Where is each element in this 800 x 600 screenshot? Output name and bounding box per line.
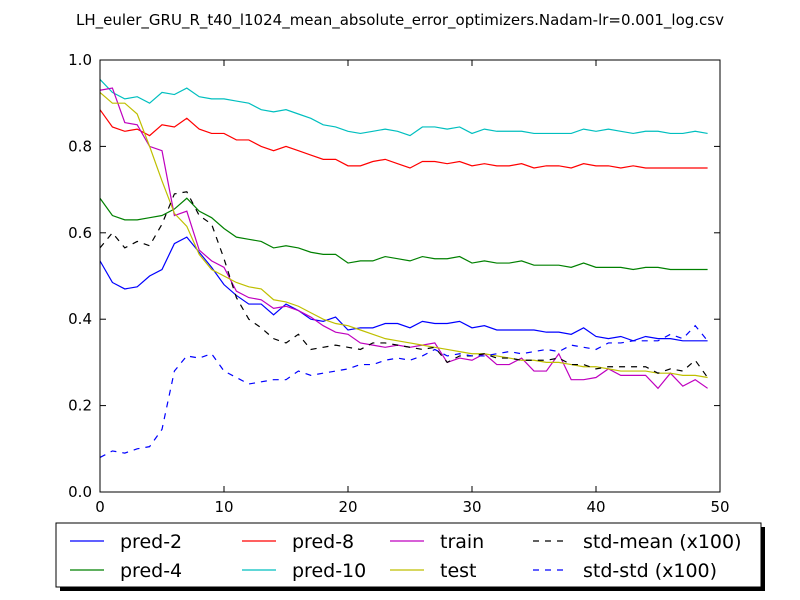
y-tick-label: 0.6	[68, 224, 92, 242]
x-tick-label: 20	[338, 498, 357, 516]
legend-label-std-std-x100: std-std (x100)	[583, 560, 717, 582]
legend-label-test: test	[440, 560, 477, 582]
legend-label-pred-4: pred-4	[120, 560, 182, 582]
legend-label-pred-2: pred-2	[120, 531, 182, 553]
legend-label-train: train	[440, 531, 484, 553]
series-line-pred-10	[99, 79, 708, 137]
y-tick-label: 0.2	[68, 397, 92, 415]
x-tick-label: 50	[710, 498, 729, 516]
series-line-test	[99, 91, 708, 379]
y-tick-label: 1.0	[68, 51, 92, 69]
x-tick-label: 30	[462, 498, 481, 516]
x-tick-label: 40	[586, 498, 605, 516]
y-tick-label: 0.8	[68, 137, 92, 155]
plot-lines	[99, 79, 709, 458]
legend-label-pred-10: pred-10	[292, 560, 366, 582]
chart-title: LH_euler_GRU_R_t40_l1024_mean_absolute_e…	[76, 11, 724, 30]
series-line-pred-8	[99, 109, 708, 169]
series-line-train	[99, 87, 708, 390]
series-line-pred-2	[99, 236, 708, 342]
series-line-std-mean-x100	[99, 191, 709, 378]
legend-box	[55, 522, 762, 588]
x-tick-label: 0	[95, 498, 105, 516]
plot-frame	[99, 59, 721, 493]
legend-label-pred-8: pred-8	[292, 531, 354, 553]
series-line-std-std-x100	[99, 324, 709, 458]
axis-ticks: 0 10 20 30 40 50 0.0 0.2 0.4 0.6 0.8 1.0	[68, 51, 729, 516]
series-line-pred-4	[99, 197, 708, 271]
x-tick-label: 10	[214, 498, 233, 516]
legend: pred-2 pred-4 pred-8 pred-10 train test std-me…	[55, 522, 765, 591]
y-tick-label: 0.4	[68, 310, 92, 328]
legend-label-std-mean-x100: std-mean (x100)	[583, 531, 742, 553]
y-tick-label: 0.0	[68, 483, 92, 501]
